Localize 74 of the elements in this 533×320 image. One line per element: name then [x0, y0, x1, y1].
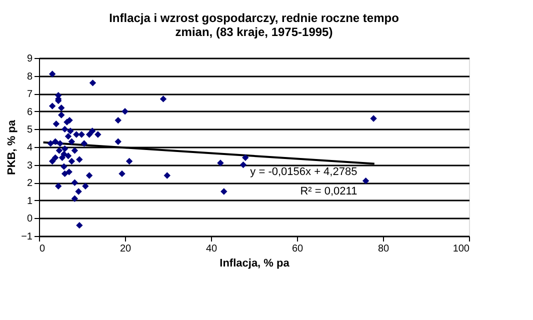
point	[68, 158, 76, 165]
y-tick-label: 8	[26, 71, 33, 82]
point	[54, 182, 62, 190]
y-tick-label: 1	[26, 196, 33, 207]
text: Inflacja i wzrost gospodarczy, rednie roczne tempo	[109, 11, 399, 25]
point	[48, 102, 56, 110]
y-tick-label: 7	[26, 89, 33, 100]
annotation: R² = 0,0211	[300, 186, 358, 198]
point	[76, 222, 83, 229]
point	[94, 131, 102, 138]
point	[88, 128, 96, 134]
point	[82, 182, 89, 190]
point	[71, 195, 78, 202]
point	[114, 116, 122, 124]
point	[217, 160, 224, 166]
text: zmian, (83 kraje, 1975-1995)	[175, 25, 333, 39]
point	[58, 104, 65, 112]
point	[58, 112, 65, 118]
y-tick-label: 2	[26, 178, 33, 190]
annotation: y = -0,0156x + 4,2785	[250, 166, 358, 178]
point	[64, 152, 72, 160]
y-tick-label: 3	[26, 160, 33, 172]
point	[240, 161, 247, 168]
point	[122, 108, 128, 115]
y-tick-label: 9	[26, 54, 33, 64]
point	[118, 170, 126, 178]
point	[64, 132, 72, 140]
point	[64, 118, 70, 126]
point	[89, 80, 96, 86]
y-tick-label: 0	[26, 214, 33, 225]
x-tick-label: 60	[292, 244, 304, 254]
point	[114, 138, 122, 146]
y-tick-label: −1	[21, 232, 33, 242]
x-tick-label: 100	[452, 244, 470, 254]
point	[75, 188, 82, 195]
y-tick-label: 6	[26, 106, 33, 118]
point	[68, 138, 76, 146]
x-tick-label: 80	[378, 244, 390, 254]
y-tick-label: 5	[26, 124, 33, 136]
x-axis-title: Inflacja, % pa	[220, 258, 290, 270]
point	[52, 154, 59, 162]
x-tick-label: 0	[40, 244, 46, 254]
point	[61, 126, 68, 133]
point	[126, 158, 133, 165]
point	[48, 158, 56, 165]
point	[58, 154, 66, 162]
point	[76, 156, 83, 163]
point	[164, 172, 170, 179]
point	[370, 115, 377, 122]
point	[71, 147, 78, 154]
point	[73, 131, 80, 138]
x-tick-label: 40	[206, 244, 218, 254]
point	[362, 177, 370, 184]
x-tick-label: 20	[120, 244, 132, 254]
y-tick-label: 4	[26, 142, 33, 154]
point	[60, 163, 68, 170]
point	[47, 140, 54, 147]
point	[48, 70, 56, 78]
point	[71, 179, 78, 186]
point	[67, 128, 74, 134]
point	[56, 140, 64, 147]
point	[52, 138, 59, 146]
point	[66, 168, 72, 176]
y-axis-title: PKB, % pa	[6, 119, 18, 176]
point	[220, 188, 228, 195]
point	[61, 145, 68, 152]
point	[86, 131, 93, 138]
point	[61, 170, 68, 178]
point	[52, 120, 60, 128]
point	[160, 96, 167, 102]
point	[242, 154, 249, 162]
point	[56, 147, 63, 154]
point	[86, 172, 93, 179]
point	[80, 140, 88, 147]
